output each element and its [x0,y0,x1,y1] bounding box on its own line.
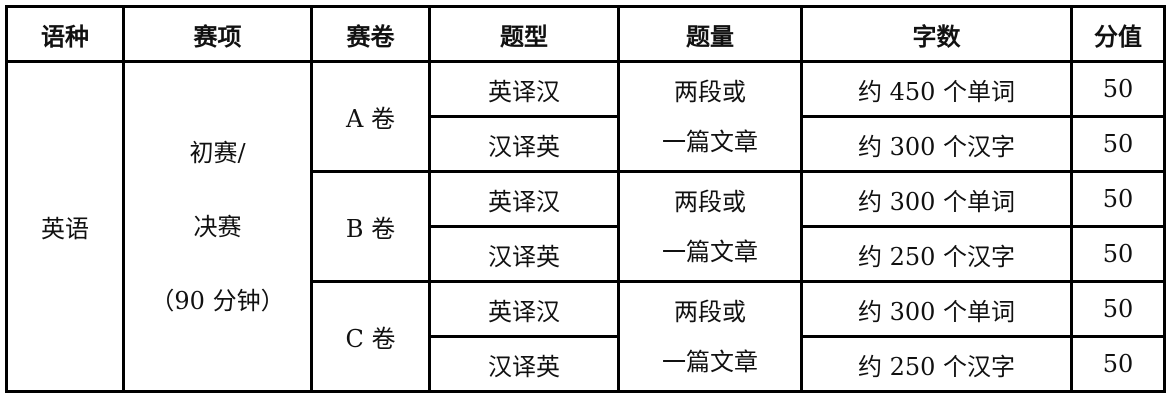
type-cell: 英译汉 [428,280,620,338]
paper-c: C 卷 [310,280,431,393]
table-row: B 卷 英译汉 两段或一篇文章 约 300 个单词 50 [7,170,1166,283]
table-row: 汉译英 约 250 个汉字 50 [7,335,1166,393]
language-cell: 英语 [5,60,125,393]
volume-cell: 两段或 一篇文章 [617,60,803,173]
header-score: 分值 [1070,5,1166,63]
type-cell: 汉译英 [428,115,620,173]
type-cell: 汉译英 [428,225,620,283]
type-cell: 汉译英 [428,335,620,393]
header-volume: 题量 [617,5,803,63]
volume-line: 一篇文章 [662,347,758,376]
words-cell: 约 300 个汉字 [800,115,1073,173]
words-cell: 约 450 个单词 [800,60,1073,118]
event-line: （90 分钟） [150,286,285,315]
words-cell: 约 300 个单词 [800,170,1073,228]
score-cell: 50 [1070,280,1166,338]
words-cell: 约 300 个单词 [800,280,1073,338]
header-paper: 赛卷 [310,5,431,63]
paper-a: A 卷 [310,60,431,173]
volume-line: 两段或 [674,297,746,326]
header-language: 语种 [5,5,125,63]
score-cell: 50 [1070,170,1166,228]
header-type: 题型 [428,5,620,63]
volume-line: 两段或 [674,187,746,216]
table-row: 英语 初赛/决赛 （90 分钟） A 卷 英译汉 两段或 一篇文章 约 450 个单… [5,60,1166,393]
event-cell: 初赛/决赛 （90 分钟） [122,60,313,393]
volume-line: 一篇文章 [662,127,758,156]
event-line: 初赛/ [189,138,246,167]
score-cell: 50 [1070,115,1166,173]
table-row: 汉译英 约 250 个汉字 50 [7,225,1166,283]
paper-b: B 卷 [310,170,431,283]
header-event: 赛项 [122,5,313,63]
score-cell: 50 [1070,60,1166,118]
volume-line: 两段或 [674,77,746,106]
volume-line: 一篇文章 [662,237,758,266]
table-row: 汉译英 约 300 个汉字 50 [7,115,1166,173]
type-cell: 英译汉 [428,170,620,228]
type-cell: 英译汉 [428,60,620,118]
header-words: 字数 [800,5,1073,63]
competition-table: 语种 赛项 赛卷 题型 题量 字数 分值 英语 初赛/决赛 （90 分钟） A 卷… [5,5,1166,393]
words-cell: 约 250 个汉字 [800,335,1073,393]
header-row: 语种 赛项 赛卷 题型 题量 字数 分值 [5,5,1166,63]
score-cell: 50 [1070,335,1166,393]
score-cell: 50 [1070,225,1166,283]
volume-cell: 两段或 一篇文章 [617,280,803,393]
event-line: 决赛 [193,212,242,241]
volume-cell: 两段或 一篇文章 [617,170,803,283]
table-row: C 卷 英译汉 两段或一篇文章 约 300 个单词 50 [7,280,1166,393]
words-cell: 约 250 个汉字 [800,225,1073,283]
